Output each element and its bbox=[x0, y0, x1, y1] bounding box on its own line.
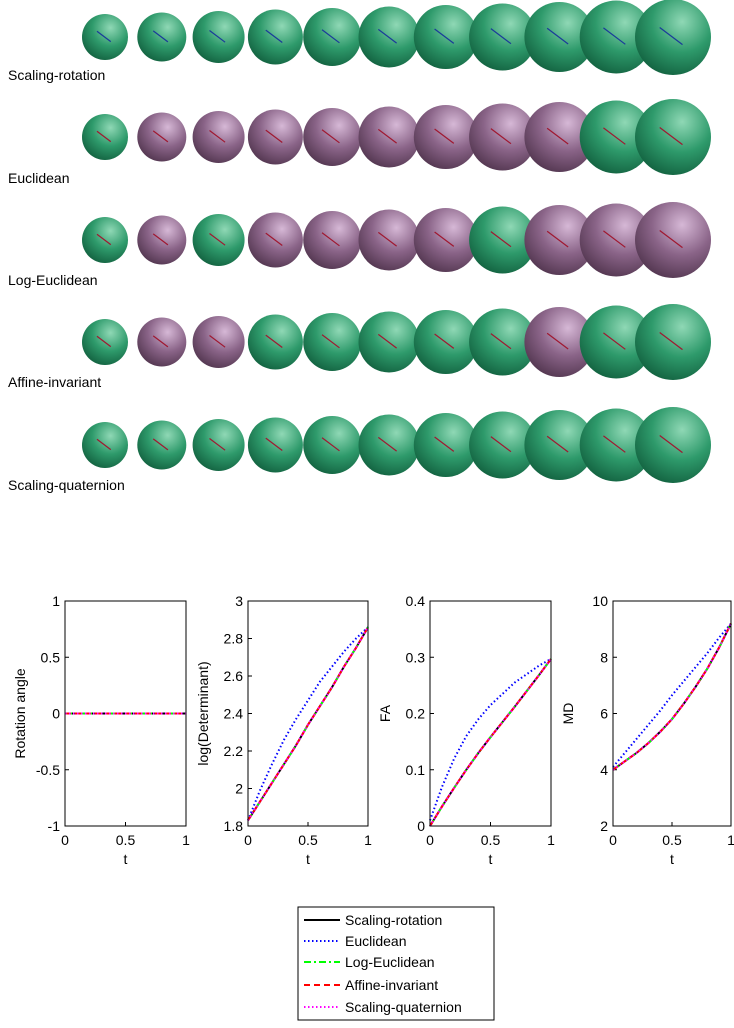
row-label: Euclidean bbox=[8, 170, 70, 186]
y-tick-label: 0.3 bbox=[406, 649, 426, 665]
page: Scaling-rotation Euclidean Log-Euclidean Af… bbox=[0, 0, 734, 1028]
plot-area bbox=[430, 601, 551, 826]
y-tick-label: 2 bbox=[600, 818, 608, 834]
y-tick-label: 3 bbox=[235, 593, 243, 609]
x-axis-label: t bbox=[306, 851, 310, 867]
x-tick-label: 0.5 bbox=[298, 832, 318, 848]
y-tick-label: 0.4 bbox=[406, 593, 426, 609]
x-axis-label: t bbox=[489, 851, 493, 867]
x-tick-label: 0 bbox=[426, 832, 434, 848]
legend-label: Scaling-quaternion bbox=[345, 999, 462, 1015]
y-tick-label: 2.6 bbox=[224, 668, 244, 684]
y-tick-label: -0.5 bbox=[36, 762, 60, 778]
y-axis-label: MD bbox=[560, 703, 576, 725]
x-tick-label: 0.5 bbox=[481, 832, 501, 848]
row-label: Scaling-rotation bbox=[8, 67, 105, 83]
y-tick-label: 10 bbox=[592, 593, 608, 609]
y-axis-label: Rotation angle bbox=[12, 668, 28, 759]
x-axis-label: t bbox=[670, 851, 674, 867]
x-tick-label: 0 bbox=[244, 832, 252, 848]
y-tick-label: 4 bbox=[600, 762, 608, 778]
y-tick-label: 0 bbox=[52, 706, 60, 722]
x-tick-label: 1 bbox=[182, 832, 190, 848]
x-tick-label: 1 bbox=[364, 832, 372, 848]
y-tick-label: 6 bbox=[600, 706, 608, 722]
legend-label: Euclidean bbox=[345, 933, 407, 949]
y-tick-label: 1.8 bbox=[224, 818, 244, 834]
y-tick-label: 2.8 bbox=[224, 631, 244, 647]
legend-label: Log-Euclidean bbox=[345, 954, 435, 970]
y-tick-label: 2 bbox=[235, 781, 243, 797]
figure: Scaling-rotation Euclidean Log-Euclidean Af… bbox=[0, 0, 734, 1023]
x-tick-label: 1 bbox=[547, 832, 555, 848]
x-axis-label: t bbox=[124, 851, 128, 867]
y-tick-label: 2.2 bbox=[224, 743, 244, 759]
y-tick-label: 0.5 bbox=[41, 649, 61, 665]
row-label: Scaling-quaternion bbox=[8, 477, 125, 493]
y-axis-label: log(Determinant) bbox=[195, 661, 211, 765]
x-tick-label: 0 bbox=[609, 832, 617, 848]
x-tick-label: 0.5 bbox=[116, 832, 136, 848]
y-tick-label: 0.1 bbox=[406, 762, 426, 778]
y-tick-label: 0.2 bbox=[406, 706, 426, 722]
legend-label: Affine-invariant bbox=[345, 977, 438, 993]
x-tick-label: 1 bbox=[727, 832, 734, 848]
y-tick-label: -1 bbox=[48, 818, 61, 834]
plot-area bbox=[613, 601, 731, 826]
y-tick-label: 8 bbox=[600, 649, 608, 665]
y-tick-label: 1 bbox=[52, 593, 60, 609]
y-axis-label: FA bbox=[377, 704, 393, 722]
legend-label: Scaling-rotation bbox=[345, 912, 442, 928]
y-tick-label: 0 bbox=[417, 818, 425, 834]
x-tick-label: 0 bbox=[61, 832, 69, 848]
x-tick-label: 0.5 bbox=[662, 832, 682, 848]
row-label: Affine-invariant bbox=[8, 374, 101, 390]
row-label: Log-Euclidean bbox=[8, 272, 98, 288]
y-tick-label: 2.4 bbox=[224, 706, 244, 722]
